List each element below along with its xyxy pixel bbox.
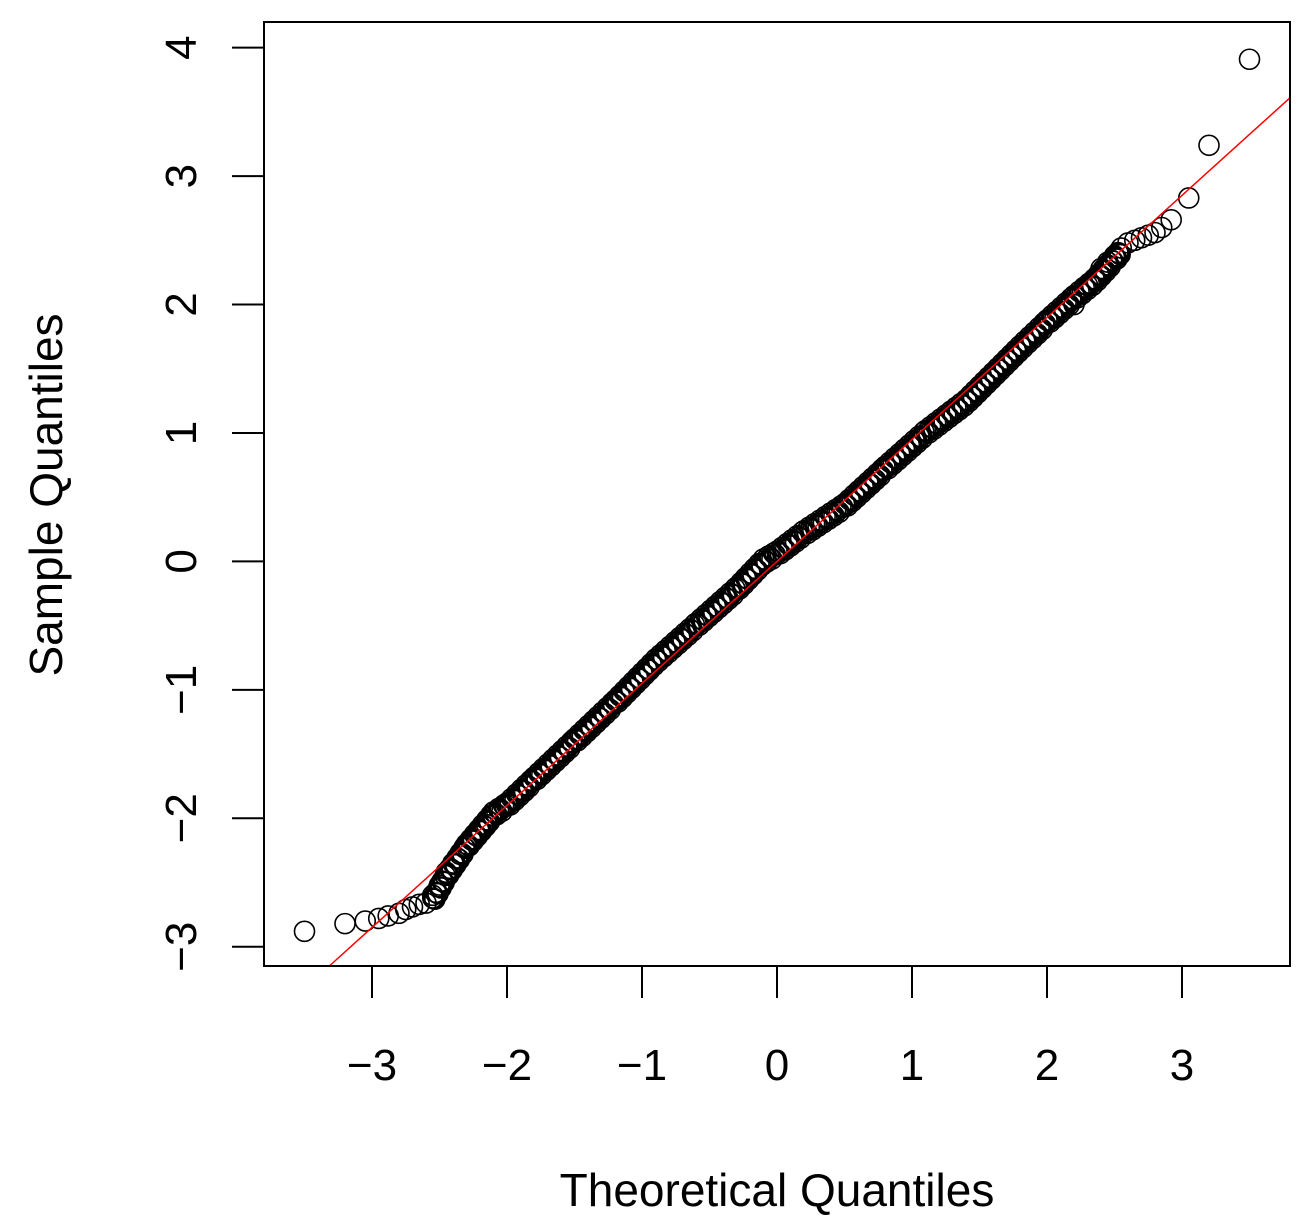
x-tick-label: −2 bbox=[482, 1041, 532, 1090]
sample-point bbox=[462, 828, 485, 850]
sample-point bbox=[334, 912, 356, 935]
sample-point bbox=[496, 794, 518, 817]
sample-point bbox=[1076, 274, 1099, 297]
sample-point bbox=[354, 910, 377, 932]
sample-point bbox=[448, 843, 471, 866]
sample-point bbox=[1177, 187, 1200, 209]
sample-point bbox=[1198, 134, 1220, 157]
sample-point bbox=[415, 892, 437, 914]
y-axis: −3 −2 −1 0 1 2 3 4 bbox=[157, 35, 265, 972]
y-tick-label: −3 bbox=[157, 922, 206, 972]
sample-point bbox=[482, 804, 505, 827]
x-tick-label: 0 bbox=[765, 1041, 789, 1090]
sample-point bbox=[1096, 251, 1119, 273]
y-tick-label: 4 bbox=[157, 35, 206, 59]
sample-point bbox=[367, 907, 390, 930]
y-tick-label: −1 bbox=[157, 665, 206, 715]
sample-point bbox=[469, 820, 491, 842]
sample-point bbox=[293, 920, 316, 943]
sample-point bbox=[1110, 237, 1133, 259]
reference-line-group bbox=[328, 97, 1291, 967]
sample-point bbox=[752, 548, 775, 570]
y-tick-label: 1 bbox=[157, 421, 206, 445]
sample-point bbox=[1063, 293, 1085, 316]
y-axis-title: Sample Quantiles bbox=[20, 313, 72, 676]
sample-point bbox=[428, 874, 451, 896]
sample-point bbox=[1238, 48, 1261, 71]
sample-point bbox=[388, 902, 410, 925]
sample-point bbox=[1144, 221, 1166, 244]
x-tick-label: 3 bbox=[1170, 1041, 1194, 1090]
x-tick-label: 1 bbox=[900, 1041, 924, 1090]
x-tick-label: −1 bbox=[617, 1041, 667, 1090]
sample-point bbox=[489, 798, 512, 821]
sample-point bbox=[1090, 257, 1112, 280]
y-tick-label: 2 bbox=[157, 292, 206, 316]
sample-point bbox=[1160, 208, 1182, 231]
x-axis-title: Theoretical Quantiles bbox=[560, 1164, 995, 1216]
sample-point bbox=[1103, 244, 1126, 267]
sample-point bbox=[455, 835, 478, 858]
x-axis: −3 −2 −1 0 1 2 3 bbox=[347, 965, 1194, 1090]
x-tick-label: −3 bbox=[347, 1041, 397, 1090]
x-tick-label: 2 bbox=[1035, 1041, 1059, 1090]
reference-line bbox=[328, 97, 1291, 967]
sample-points bbox=[293, 48, 1261, 943]
y-tick-label: 3 bbox=[157, 164, 206, 188]
y-tick-label: 0 bbox=[157, 549, 206, 573]
y-tick-label: −2 bbox=[157, 793, 206, 843]
plot-frame bbox=[263, 21, 1291, 967]
